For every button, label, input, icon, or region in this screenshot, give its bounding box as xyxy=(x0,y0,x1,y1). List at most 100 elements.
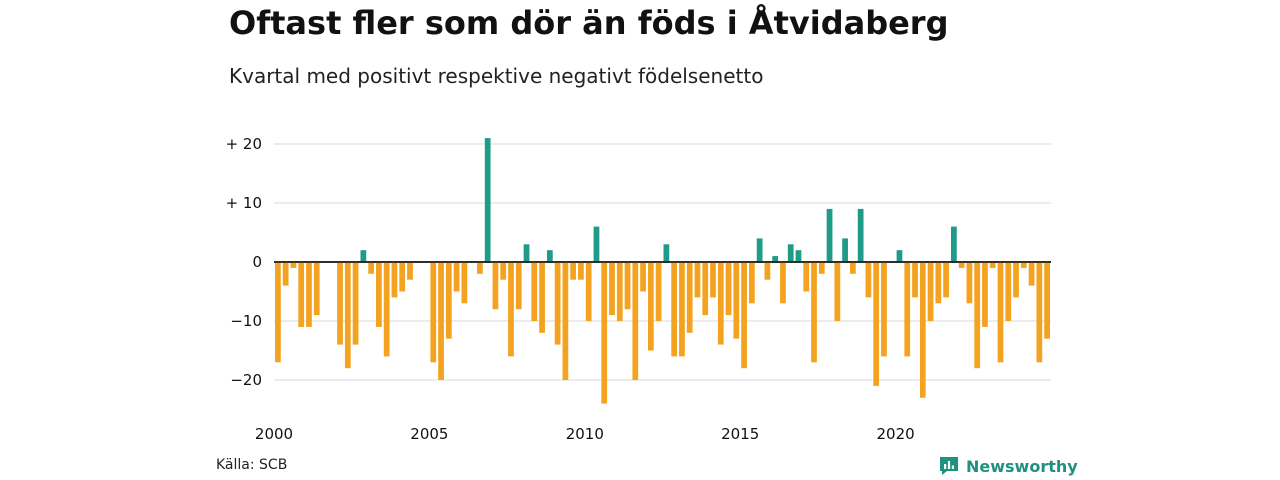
bar-2000-q3 xyxy=(290,262,297,268)
bar-2000-q2 xyxy=(282,262,289,286)
bar-2015-q1 xyxy=(741,262,747,369)
bar-2003-q3 xyxy=(383,262,390,357)
bar-2008-q3 xyxy=(539,262,545,333)
bar-2003-q1 xyxy=(368,262,374,274)
brand-name: Newsworthy xyxy=(966,456,1078,476)
bar-2005-q1 xyxy=(430,262,437,363)
bar-2006-q1 xyxy=(461,262,468,304)
bar-2024-q1 xyxy=(1020,262,1027,268)
bar-2009-q3 xyxy=(570,262,577,280)
bar-2018-q4 xyxy=(857,208,864,262)
bar-2012-q1 xyxy=(647,262,654,351)
y-tick-label: −20 xyxy=(230,371,262,389)
bar-2021-q3 xyxy=(943,262,949,298)
bar-2016-q3 xyxy=(787,244,794,262)
bar-2021-q4 xyxy=(951,226,957,262)
y-axis-ticks: + 20 + 10 0 −10 −20 xyxy=(226,135,262,389)
bar-2024-q2 xyxy=(1028,262,1035,286)
bar-2020-q1 xyxy=(896,250,903,262)
bar-2019-q3 xyxy=(881,262,887,357)
bar-2022-q2 xyxy=(966,262,973,304)
bar-2001-q2 xyxy=(313,262,320,316)
newsworthy-logo-icon xyxy=(940,457,958,475)
bar-2014-q2 xyxy=(717,262,724,345)
bar-2007-q4 xyxy=(515,262,522,310)
x-tick-label: 2020 xyxy=(877,425,915,443)
bar-2017-q3 xyxy=(818,262,825,274)
bar-2014-q1 xyxy=(710,262,716,298)
bar-2022-q4 xyxy=(982,262,988,327)
chart-subtitle: Kvartal med positivt respektive negativt… xyxy=(229,64,764,88)
bar-2012-q4 xyxy=(671,262,678,357)
y-tick-label: + 10 xyxy=(226,194,262,212)
bar-2011-q4 xyxy=(640,262,646,292)
bar-2013-q1 xyxy=(679,262,685,357)
bar-2023-q3 xyxy=(1005,262,1012,321)
bar-2018-q1 xyxy=(834,262,841,321)
bar-2003-q4 xyxy=(391,262,398,298)
bar-2011-q3 xyxy=(632,262,639,380)
bar-2007-q1 xyxy=(492,262,499,310)
bar-2020-q4 xyxy=(919,262,926,398)
bars xyxy=(274,138,1051,404)
bar-2020-q2 xyxy=(904,262,911,357)
bar-2002-q2 xyxy=(344,262,351,369)
x-axis-ticks: 2000 2005 2010 2015 2020 xyxy=(255,425,915,443)
bar-2017-q2 xyxy=(811,262,817,363)
bar-2004-q2 xyxy=(407,262,413,280)
bar-2009-q1 xyxy=(554,262,561,345)
bar-2008-q2 xyxy=(531,262,538,321)
bar-2015-q4 xyxy=(764,262,771,280)
bar-2000-q1 xyxy=(275,262,281,363)
bar-2008-q4 xyxy=(546,250,553,262)
bar-2018-q3 xyxy=(849,262,856,274)
bar-2024-q3 xyxy=(1036,262,1043,363)
bar-2024-q4 xyxy=(1044,262,1050,339)
bar-2010-q3 xyxy=(601,262,608,404)
bar-2000-q4 xyxy=(298,262,305,327)
bar-2002-q4 xyxy=(360,250,367,262)
bar-2007-q3 xyxy=(508,262,514,357)
bar-2012-q3 xyxy=(663,244,670,262)
bar-2019-q1 xyxy=(865,262,872,298)
bar-2004-q1 xyxy=(399,262,406,292)
bar-2022-q3 xyxy=(974,262,981,369)
bar-2009-q4 xyxy=(578,262,584,280)
y-tick-label: −10 xyxy=(230,312,262,330)
bar-2003-q2 xyxy=(376,262,382,327)
bar-2021-q2 xyxy=(935,262,942,304)
bar-2013-q2 xyxy=(686,262,693,333)
bar-2002-q1 xyxy=(337,262,343,345)
bar-2011-q2 xyxy=(624,262,631,310)
x-tick-label: 2015 xyxy=(721,425,759,443)
y-tick-label: + 20 xyxy=(226,135,262,153)
bar-2016-q1 xyxy=(772,256,779,262)
x-tick-label: 2000 xyxy=(255,425,293,443)
bar-2010-q2 xyxy=(593,226,600,262)
bar-2020-q3 xyxy=(912,262,918,298)
bar-2014-q4 xyxy=(733,262,740,339)
bar-2009-q2 xyxy=(562,262,569,380)
bar-2006-q3 xyxy=(477,262,483,274)
bar-2021-q1 xyxy=(927,262,934,321)
bar-2016-q4 xyxy=(795,250,802,262)
bar-2005-q2 xyxy=(438,262,444,380)
chart-title: Oftast fler som dör än föds i Åtvidaberg xyxy=(229,4,949,42)
bar-2012-q2 xyxy=(655,262,662,321)
bar-2013-q3 xyxy=(694,262,701,298)
bar-2023-q1 xyxy=(989,262,996,268)
bar-2007-q2 xyxy=(500,262,507,280)
bar-2010-q4 xyxy=(609,262,615,316)
bar-2013-q4 xyxy=(702,262,709,316)
bar-2015-q2 xyxy=(748,262,755,304)
bar-2023-q2 xyxy=(997,262,1004,363)
brand: Newsworthy xyxy=(938,455,1078,477)
source-note: Källa: SCB xyxy=(216,457,288,473)
x-tick-label: 2010 xyxy=(566,425,604,443)
bar-2005-q4 xyxy=(453,262,460,292)
x-tick-label: 2005 xyxy=(410,425,448,443)
bar-2015-q3 xyxy=(756,238,763,262)
bar-2023-q4 xyxy=(1013,262,1019,298)
bar-2017-q1 xyxy=(803,262,810,292)
